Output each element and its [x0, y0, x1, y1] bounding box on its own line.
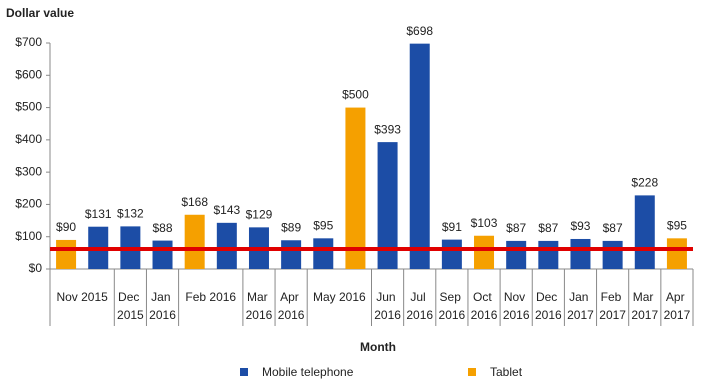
bar	[570, 238, 591, 269]
data-label: $129	[246, 208, 273, 222]
x-tick-label: Mar 2016	[246, 290, 273, 322]
x-tick-label: Dec 2015	[117, 290, 144, 322]
y-tick-label: $600	[15, 67, 42, 81]
x-tick-label: Dec 2016	[535, 290, 562, 322]
data-label: $500	[342, 88, 369, 102]
y-axis-title: Dollar value	[6, 6, 74, 20]
legend-label: Mobile telephone	[262, 365, 354, 379]
data-label: $228	[631, 176, 658, 190]
data-label: $132	[117, 207, 144, 221]
x-tick-label: Apr 2016	[278, 290, 305, 322]
x-tick-label: May 2016	[313, 290, 366, 304]
bar	[313, 238, 334, 269]
data-label: $89	[281, 220, 301, 234]
x-tick-label: Nov 2016	[503, 290, 530, 322]
x-tick-label: Nov 2015	[56, 290, 108, 304]
y-tick-label: $400	[15, 132, 42, 146]
bar	[602, 240, 623, 269]
x-tick-label: Feb 2017	[599, 290, 626, 322]
data-label: $168	[181, 195, 208, 209]
bar	[56, 239, 77, 269]
data-label: $87	[603, 221, 623, 235]
y-tick-label: $0	[29, 261, 43, 275]
bar	[377, 142, 398, 269]
bar	[345, 107, 366, 269]
data-label: $95	[667, 219, 687, 233]
data-label: $87	[506, 221, 526, 235]
x-tick-label: Sep 2016	[439, 290, 466, 322]
legend-swatch	[240, 368, 248, 376]
y-tick-label: $700	[15, 35, 42, 49]
x-axis-title: Month	[360, 340, 396, 354]
data-label: $103	[471, 216, 498, 230]
y-tick-label: $200	[15, 197, 42, 211]
data-label: $131	[85, 207, 112, 221]
data-label: $93	[570, 219, 590, 233]
legend-swatch	[468, 368, 476, 376]
bar	[184, 214, 205, 269]
bar	[474, 235, 495, 269]
x-tick-label: Apr 2017	[664, 290, 691, 322]
x-tick-label: Jul 2016	[406, 290, 433, 322]
x-tick-label: Jan 2016	[149, 290, 176, 322]
y-tick-label: $100	[15, 229, 42, 243]
x-tick-label: Oct 2016	[471, 290, 498, 322]
legend-label: Tablet	[490, 365, 523, 379]
bar	[666, 238, 687, 269]
bar	[441, 239, 462, 269]
y-tick-label: $500	[15, 100, 42, 114]
x-tick-label: Jan 2017	[567, 290, 594, 322]
data-label: $698	[406, 24, 433, 38]
bar	[152, 240, 173, 269]
data-label: $143	[213, 203, 240, 217]
x-tick-label: Feb 2016	[185, 290, 236, 304]
data-label: $87	[538, 221, 558, 235]
bar	[506, 240, 527, 269]
y-tick-label: $300	[15, 164, 42, 178]
data-label: $90	[56, 220, 76, 234]
x-tick-label: Mar 2017	[631, 290, 658, 322]
x-tick-label: Jun 2016	[374, 290, 401, 322]
bar	[538, 240, 559, 269]
data-label: $88	[153, 221, 173, 235]
data-label: $91	[442, 220, 462, 234]
bar	[216, 222, 237, 269]
bar	[409, 43, 430, 269]
data-label: $95	[313, 219, 333, 233]
bar	[634, 195, 655, 269]
data-label: $393	[374, 122, 401, 136]
bar	[281, 240, 302, 269]
